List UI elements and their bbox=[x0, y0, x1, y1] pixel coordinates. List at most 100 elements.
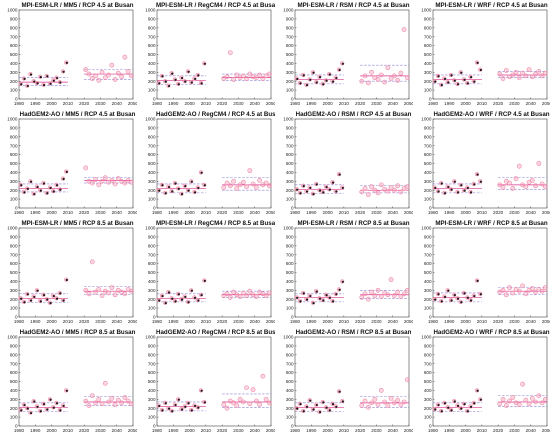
historical-point-marker bbox=[476, 61, 479, 65]
historical-point-marker bbox=[197, 299, 200, 302]
projected-point bbox=[224, 74, 230, 80]
historical-point-marker bbox=[164, 302, 167, 305]
x-tick-label: 2040 bbox=[388, 319, 399, 324]
historical-point-marker bbox=[193, 77, 197, 81]
y-tick-label: 700 bbox=[10, 361, 18, 366]
y-tick-label: 400 bbox=[10, 61, 18, 66]
y-tick-label: 600 bbox=[424, 370, 432, 375]
x-tick-label: 2010 bbox=[477, 101, 488, 106]
y-tick-label: 1000 bbox=[145, 117, 156, 122]
historical-point-marker bbox=[161, 409, 164, 412]
projected-point bbox=[109, 178, 115, 183]
projected-point bbox=[533, 183, 538, 189]
historical-point-marker bbox=[460, 71, 463, 74]
historical-point-marker bbox=[312, 302, 315, 305]
projected-point bbox=[503, 403, 509, 408]
historical-point-marker bbox=[46, 75, 49, 78]
historical-point-marker bbox=[338, 173, 341, 176]
chart-panel: HadGEM2-AO / RSM / RCP 4.5 at Busan 0 100 2… bbox=[276, 109, 413, 218]
historical-point-marker bbox=[469, 191, 473, 194]
y-tick-label: 100 bbox=[286, 415, 294, 420]
x-tick-label: 2050 bbox=[266, 428, 275, 433]
y-tick-label: 400 bbox=[148, 61, 156, 66]
x-tick-label: 2040 bbox=[250, 210, 261, 215]
y-tick-label: 400 bbox=[424, 61, 432, 66]
projected-point bbox=[385, 292, 391, 298]
projected-point bbox=[237, 294, 243, 299]
projected-point bbox=[382, 79, 387, 85]
historical-point-marker bbox=[479, 293, 482, 296]
chart-panel: MPI-ESM-LR / MM5 / RCP 4.5 at Busan 0 100 2… bbox=[0, 0, 137, 109]
x-tick-label: 2010 bbox=[477, 319, 488, 324]
y-tick-label: 0 bbox=[15, 315, 18, 320]
x-tick-label: 2050 bbox=[404, 210, 413, 215]
projected-point bbox=[99, 178, 105, 184]
y-tick-label: 0 bbox=[291, 315, 294, 320]
projected-point bbox=[359, 403, 365, 408]
y-tick-label: 800 bbox=[424, 243, 432, 248]
historical-point-marker bbox=[158, 82, 161, 85]
projected-point bbox=[507, 398, 512, 404]
projected-point bbox=[122, 180, 128, 186]
y-tick-label: 800 bbox=[424, 25, 432, 30]
y-tick-label: 1000 bbox=[7, 8, 18, 13]
x-tick-label: 1980 bbox=[428, 319, 439, 324]
projected-point bbox=[516, 288, 522, 294]
y-tick-label: 0 bbox=[15, 206, 18, 211]
historical-point-marker bbox=[203, 401, 206, 404]
projected-point bbox=[539, 181, 545, 187]
projected-point bbox=[231, 178, 236, 184]
projected-point bbox=[391, 293, 397, 299]
projected-point bbox=[372, 293, 378, 299]
historical-point-marker bbox=[443, 402, 447, 405]
projected-point bbox=[253, 398, 259, 404]
y-tick-label: 600 bbox=[286, 261, 294, 266]
projected-point bbox=[391, 400, 397, 406]
historical-point-marker bbox=[341, 62, 344, 65]
historical-point-marker bbox=[55, 297, 59, 300]
historical-point-marker bbox=[59, 292, 62, 295]
historical-point-marker bbox=[450, 188, 453, 191]
y-tick-label: 500 bbox=[424, 52, 432, 57]
projected-point bbox=[391, 187, 397, 193]
projected-point bbox=[83, 67, 89, 73]
panel-title: MPI-ESM-LR / MM5 / RCP 8.5 at Busan bbox=[21, 220, 134, 227]
y-tick-label: 200 bbox=[10, 406, 18, 411]
projected-point bbox=[362, 186, 368, 191]
historical-point-marker bbox=[315, 81, 318, 84]
projected-point bbox=[510, 186, 516, 191]
projected-point bbox=[516, 402, 522, 408]
historical-point-marker bbox=[62, 404, 65, 408]
historical-point-marker bbox=[322, 401, 325, 404]
projected-point bbox=[224, 405, 230, 411]
historical-point-marker bbox=[328, 73, 331, 76]
historical-point-marker bbox=[305, 298, 309, 301]
x-tick-label: 1990 bbox=[168, 428, 179, 433]
historical-point-marker bbox=[335, 190, 338, 193]
projected-point bbox=[125, 398, 131, 404]
y-tick-label: 300 bbox=[424, 397, 432, 402]
x-tick-label: 1980 bbox=[152, 101, 163, 106]
historical-point-marker bbox=[469, 405, 473, 408]
x-tick-label: 2040 bbox=[526, 428, 537, 433]
x-tick-label: 2050 bbox=[542, 428, 550, 433]
x-tick-label: 2050 bbox=[128, 210, 137, 215]
y-tick-label: 300 bbox=[286, 397, 294, 402]
projected-point bbox=[240, 290, 246, 296]
projected-point bbox=[106, 72, 111, 78]
projected-point bbox=[86, 403, 92, 408]
historical-point-marker bbox=[190, 81, 193, 84]
y-tick-label: 1000 bbox=[421, 117, 432, 122]
x-tick-label: 2000 bbox=[184, 210, 195, 215]
x-tick-label: 2030 bbox=[233, 319, 244, 324]
projected-point bbox=[536, 393, 542, 399]
historical-point-marker bbox=[302, 410, 305, 413]
projected-point bbox=[253, 75, 259, 81]
y-tick-label: 300 bbox=[424, 179, 432, 184]
historical-point-marker bbox=[29, 73, 33, 76]
y-tick-label: 500 bbox=[148, 161, 156, 166]
projected-point bbox=[523, 73, 529, 79]
projected-point bbox=[96, 396, 102, 402]
projected-point bbox=[227, 183, 233, 189]
projected-point bbox=[378, 182, 384, 188]
